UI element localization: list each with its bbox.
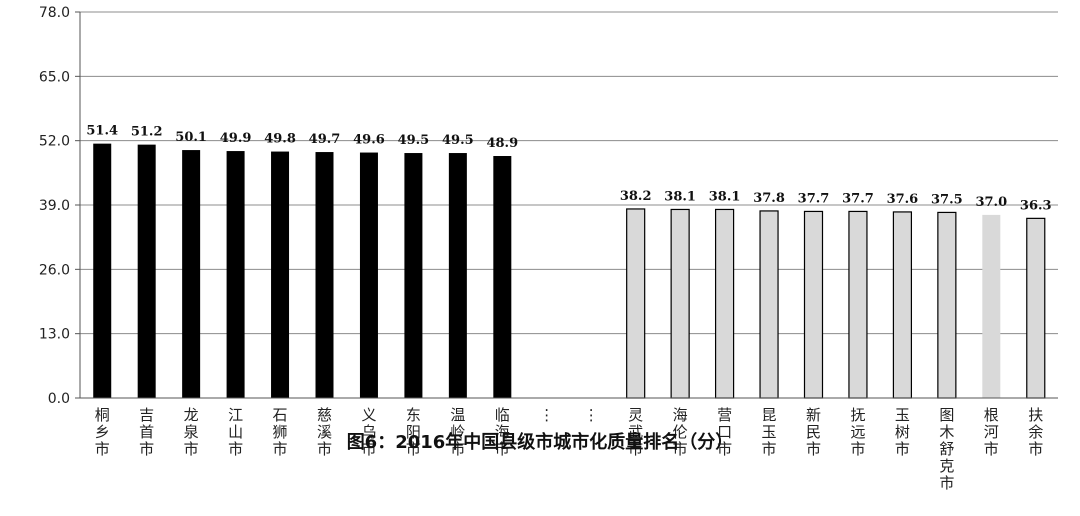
bar [404,153,423,398]
bar [226,151,245,398]
data-label: 37.5 [931,192,963,207]
x-tick-label: 抚远市 [850,406,865,458]
data-label: 38.1 [664,189,696,204]
x-tick-label: 灵武市 [628,406,643,458]
data-label: 51.2 [131,125,163,140]
data-label: 38.1 [709,189,741,204]
x-tick-label: 图木舒克市 [939,406,954,492]
y-tick-label: 13.0 [39,327,70,343]
x-tick-label: ⋮ [584,406,599,424]
data-label: 48.9 [486,136,518,151]
data-label: 49.5 [398,133,430,148]
x-tick-label: 玉树市 [895,406,910,458]
x-tick-label: ⋮ [539,406,554,424]
x-tick-label: 营口市 [717,406,732,458]
y-tick-label: 52.0 [39,134,70,150]
bar [1026,217,1046,399]
bar [937,211,957,399]
y-tick-label: 39.0 [39,198,70,214]
x-tick-label: 根河市 [984,406,999,458]
data-label: 50.1 [175,130,207,145]
data-label: 49.9 [220,131,252,146]
x-tick-label: 龙泉市 [184,406,199,458]
data-label: 37.7 [842,191,874,206]
bar [759,210,779,399]
y-tick-label: 65.0 [39,69,70,85]
data-label: 37.0 [975,195,1007,210]
x-tick-label: 石狮市 [273,406,288,458]
x-tick-label: 临海市 [495,406,510,458]
bar [182,150,201,398]
x-tick-label: 扶余市 [1028,406,1043,458]
x-tick-label: 桐乡市 [95,406,110,458]
bar [982,214,1001,398]
x-tick-label: 东阳市 [406,406,421,458]
bar [137,144,156,398]
x-tick-label: 义乌市 [361,406,376,458]
bar [848,210,868,399]
bar [315,152,334,398]
bar [493,156,512,398]
data-label: 37.6 [887,192,919,207]
data-label: 37.8 [753,191,785,206]
data-label: 51.4 [86,124,118,139]
data-label: 37.7 [798,191,830,206]
data-label: 49.8 [264,132,296,147]
bar [714,208,735,399]
x-tick-label: 温岭市 [450,406,465,458]
x-tick-label: 新民市 [806,406,821,458]
bar [803,210,824,399]
data-label: 36.3 [1020,198,1052,213]
bar [271,151,290,398]
bar [359,152,378,398]
bar [626,208,646,399]
x-tick-label: 江山市 [228,406,243,458]
x-tick-label: 慈溪市 [317,406,332,458]
bar [93,143,112,398]
data-label: 49.5 [442,133,474,148]
data-label: 49.6 [353,133,385,148]
bar [892,211,913,399]
y-tick-label: 0.0 [48,391,70,407]
x-tick-label: 吉首市 [139,406,154,458]
y-tick-label: 26.0 [39,262,70,278]
y-tick-label: 78.0 [39,5,70,21]
bar [670,208,690,399]
x-tick-label: 昆玉市 [762,406,777,458]
data-label: 49.7 [309,132,341,147]
bar [448,153,467,398]
data-label: 38.2 [620,189,652,204]
x-tick-label: 海伦市 [673,406,688,458]
